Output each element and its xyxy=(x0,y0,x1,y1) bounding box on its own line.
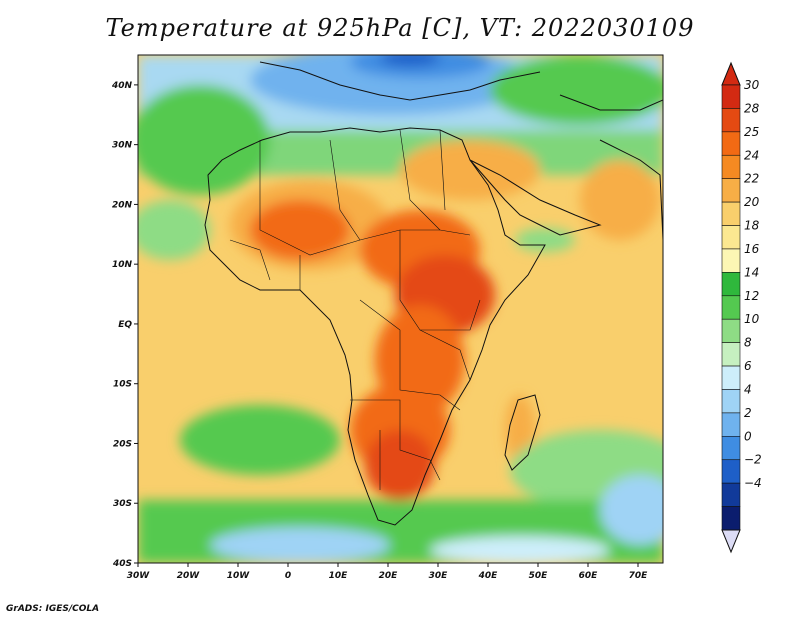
colorbar-segment xyxy=(721,389,741,414)
colorbar-label: 0 xyxy=(744,429,752,443)
colorbar-label: 8 xyxy=(744,336,752,350)
plot-frame xyxy=(137,54,664,564)
lon-tick-label: 10W xyxy=(227,571,251,581)
colorbar-segment xyxy=(721,459,741,484)
longitude-ticks: 30W 20W 10W 0 10E 20E 30E 40E 50E 60E 70E xyxy=(127,563,648,581)
colorbar-segment xyxy=(721,272,741,297)
colorbar-segment xyxy=(721,154,741,179)
colorbar-segment xyxy=(721,248,741,273)
credit-text: GrADS: IGES/COLA xyxy=(6,604,100,614)
colorbar-segment xyxy=(721,131,741,156)
colorbar-label: 6 xyxy=(744,359,752,373)
colorbar-segment xyxy=(721,436,741,461)
colorbar-segment xyxy=(721,178,741,203)
colorbar-label: 25 xyxy=(744,125,759,139)
lon-tick-label: 70E xyxy=(629,571,649,581)
lat-tick-label: 10N xyxy=(112,260,133,270)
lon-tick-label: 20W xyxy=(177,571,201,581)
lat-tick-label: 30S xyxy=(113,499,132,509)
lon-tick-label: 60E xyxy=(579,571,599,581)
lon-tick-label: 50E xyxy=(529,571,549,581)
lat-tick-label: 20S xyxy=(113,439,132,449)
lon-tick-label: 0 xyxy=(285,571,291,581)
lat-tick-label: 40N xyxy=(111,81,133,91)
colorbar-segment xyxy=(721,482,741,507)
colorbar-segment xyxy=(721,318,741,343)
colorbar-segment xyxy=(721,365,741,390)
country-borders xyxy=(229,129,481,490)
colorbar-segment xyxy=(721,506,741,531)
colorbar-segment xyxy=(721,412,741,437)
colorbar-label: 10 xyxy=(744,312,760,326)
lat-tick-label: 30N xyxy=(112,141,133,151)
colorbar-label: 14 xyxy=(744,265,759,279)
colorbar-label: 22 xyxy=(744,172,759,186)
colorbar-top-arrow xyxy=(721,61,741,86)
colorbar-segment xyxy=(721,108,741,133)
colorbar-label: 2 xyxy=(744,406,752,420)
colorbar-label: 20 xyxy=(744,195,760,209)
lon-tick-label: 40E xyxy=(478,571,499,581)
temperature-field xyxy=(138,55,663,563)
lat-tick-label: 40S xyxy=(112,559,132,569)
map-title: Temperature at 925hPa [C], VT: 202203010… xyxy=(105,14,695,42)
colorbar-label: 28 xyxy=(744,101,760,115)
colorbar-label: 4 xyxy=(744,382,752,396)
colorbar-segment xyxy=(721,201,741,226)
lat-tick-label: 20N xyxy=(112,200,133,210)
colorbar-segment xyxy=(721,225,741,250)
colorbar-label: −2 xyxy=(744,453,762,467)
latitude-ticks: 40N 30N 20N 10N EQ 10S 20S 30S 40S xyxy=(111,81,138,569)
lat-tick-label: EQ xyxy=(118,320,132,330)
colorbar-segment xyxy=(721,84,741,109)
lon-tick-label: 30W xyxy=(127,571,151,581)
colorbar-label: 12 xyxy=(744,289,759,303)
colorbar-label: 16 xyxy=(744,242,760,256)
colorbar-bottom-arrow xyxy=(721,529,741,554)
colorbar-segment xyxy=(721,342,741,367)
colorbar-label: 18 xyxy=(744,219,760,233)
colorbar-segment xyxy=(721,295,741,320)
lon-tick-label: 20E xyxy=(379,571,399,581)
lon-tick-label: 30E xyxy=(429,571,449,581)
colorbar-label: 30 xyxy=(744,78,760,92)
lat-tick-label: 10S xyxy=(113,380,132,390)
colorbar-label: −4 xyxy=(744,476,762,490)
colorbar-label: 24 xyxy=(744,148,759,162)
lon-tick-label: 10E xyxy=(329,571,349,581)
